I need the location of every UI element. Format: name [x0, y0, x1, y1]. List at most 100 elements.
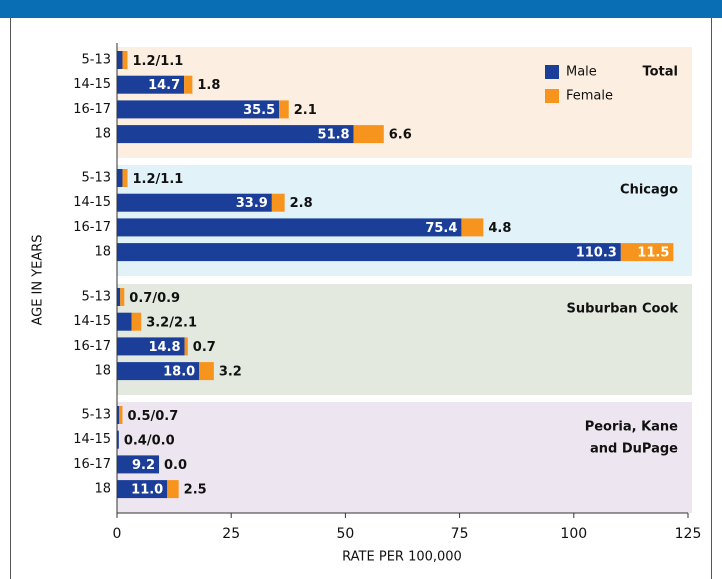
value-label: 33.9	[236, 196, 268, 211]
bar-segment	[117, 312, 132, 331]
legend-swatch	[545, 65, 559, 79]
bar-segment	[117, 455, 160, 474]
bar-segment	[184, 75, 193, 94]
bar-segment	[461, 218, 484, 237]
label-separator: /	[152, 291, 157, 306]
bar-segment	[353, 125, 384, 144]
panel-background	[117, 402, 692, 513]
value-label: 3.2	[219, 365, 242, 380]
y-tick-label: 5-13	[81, 290, 111, 305]
bar-segment	[117, 169, 123, 187]
value-label: 2.8	[290, 196, 313, 211]
bar-segment	[117, 218, 462, 237]
bar-segment	[117, 406, 120, 424]
x-tick-label: 25	[222, 526, 240, 542]
x-tick-label: 50	[336, 526, 354, 542]
value-label: 0.7	[193, 340, 216, 355]
panel-title: Total	[642, 65, 678, 80]
bar-segment	[122, 51, 128, 69]
value-label: 0.7/0.9	[129, 291, 180, 306]
female-label: 0.9	[157, 291, 180, 306]
value-label: 4.8	[488, 221, 511, 236]
value-label: 3.2/2.1	[146, 315, 197, 330]
y-tick-label: 14-15	[73, 195, 111, 210]
female-label: 0.0	[152, 433, 175, 448]
value-label: 11.5	[637, 246, 669, 261]
y-axis-label: AGE IN YEARS	[31, 234, 46, 325]
bar-segment	[117, 193, 272, 212]
bar-segment	[122, 169, 128, 187]
value-label: 51.8	[318, 128, 350, 143]
y-tick-label: 18	[94, 245, 111, 260]
value-label: 0.4/0.0	[124, 433, 175, 448]
bar-segment	[117, 75, 185, 94]
male-label: 1.2	[133, 54, 156, 69]
bar-segment	[117, 243, 621, 262]
female-label: 1.1	[160, 54, 183, 69]
value-label: 14.8	[149, 340, 181, 355]
y-tick-label: 16-17	[73, 457, 111, 472]
value-label: 35.5	[243, 103, 275, 118]
bar-segment	[279, 100, 289, 119]
x-tick-label: 0	[113, 526, 122, 542]
y-tick-label: 16-17	[73, 339, 111, 354]
value-label: 1.2/1.1	[133, 54, 184, 69]
value-label: 2.1	[294, 103, 317, 118]
bar-segment	[117, 430, 119, 449]
value-label: 9.2	[132, 458, 155, 473]
y-tick-label: 5-13	[81, 53, 111, 68]
y-tick-label: 18	[94, 482, 111, 497]
value-label: 11.0	[131, 483, 163, 498]
bar-segment	[119, 406, 123, 424]
bar-segment	[131, 312, 142, 331]
bar-segment	[271, 193, 285, 212]
value-label: 0.0	[164, 458, 187, 473]
bar-segment	[117, 288, 121, 306]
bar-segment	[199, 362, 214, 381]
value-label: 18.0	[163, 365, 195, 380]
legend-swatch	[545, 89, 559, 103]
male-label: 0.7	[129, 291, 152, 306]
y-tick-label: 16-17	[73, 220, 111, 235]
value-label: 0.5/0.7	[127, 409, 178, 424]
bar-segment	[167, 480, 179, 499]
y-tick-label: 5-13	[81, 171, 111, 186]
value-label: 1.2/1.1	[133, 172, 184, 187]
y-tick-label: 18	[94, 127, 111, 142]
bar-segment	[184, 337, 188, 356]
bar-segment	[120, 288, 125, 306]
male-label: 1.2	[133, 172, 156, 187]
panel-title: Chicago	[620, 183, 678, 198]
bar-segment	[117, 51, 123, 69]
female-label: 2.1	[174, 315, 197, 330]
value-label: 14.7	[148, 78, 180, 93]
bar-segment	[117, 100, 280, 119]
bar-segment	[117, 337, 185, 356]
x-tick-label: 75	[451, 526, 469, 542]
x-tick-label: 100	[560, 526, 587, 542]
value-label: 110.3	[576, 246, 617, 261]
male-label: 3.2	[146, 315, 169, 330]
label-separator: /	[156, 172, 161, 187]
label-separator: /	[151, 409, 156, 424]
y-tick-label: 16-17	[73, 102, 111, 117]
value-label: 1.8	[197, 78, 220, 93]
value-label: 75.4	[425, 221, 457, 236]
y-tick-label: 14-15	[73, 314, 111, 329]
bar-segment	[620, 243, 674, 262]
label-separator: /	[169, 315, 174, 330]
female-label: 0.7	[155, 409, 178, 424]
panel-title: Suburban Cook	[567, 302, 679, 317]
male-label: 0.5	[127, 409, 150, 424]
legend-label: Male	[566, 65, 597, 80]
bar-segment	[117, 362, 200, 381]
panel-title: Peoria, Kane	[585, 420, 678, 435]
y-tick-label: 14-15	[73, 77, 111, 92]
y-tick-label: 14-15	[73, 432, 111, 447]
bar-segment	[117, 125, 354, 144]
female-label: 1.1	[160, 172, 183, 187]
y-tick-label: 5-13	[81, 408, 111, 423]
label-separator: /	[147, 433, 152, 448]
label-separator: /	[156, 54, 161, 69]
